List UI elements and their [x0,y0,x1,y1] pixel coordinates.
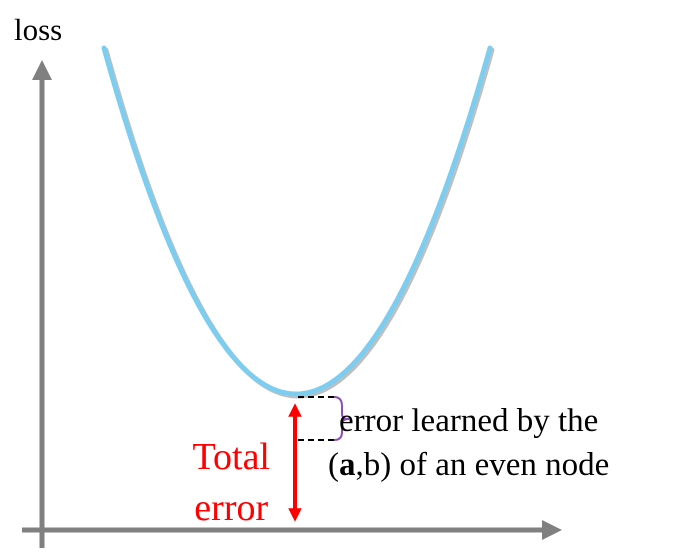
annotation-rest: ,b) of an even node [355,446,610,483]
loss-curve [101,45,493,397]
curly-brace-icon [333,396,350,441]
annotation-open-paren: ( [328,446,339,483]
total-error-label: Total error [192,432,270,535]
learned-error-annotation: error learned by the (a,b) of an even no… [328,400,609,487]
annotation-line2: (a,b) of an even node [328,444,609,488]
total-error-line2: error [194,487,269,530]
annotation-bold-a: a [339,446,356,483]
total-error-line1: Total [192,436,270,478]
y-axis-label: loss [14,12,63,47]
annotation-line1: error learned by the [339,403,599,439]
